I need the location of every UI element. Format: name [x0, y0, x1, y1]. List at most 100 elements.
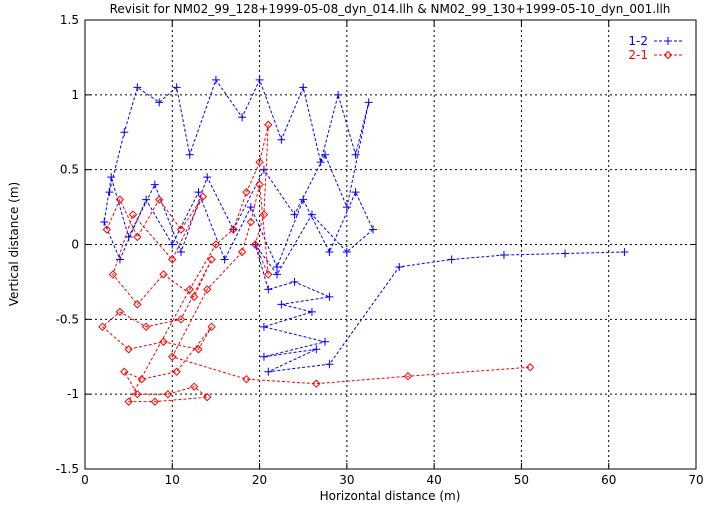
data-point	[120, 128, 129, 137]
data-point	[312, 345, 321, 354]
data-point	[499, 250, 508, 259]
y-tick-label: 1.5	[60, 13, 79, 27]
y-axis-label: Vertical distance (m)	[7, 182, 21, 306]
data-point	[150, 180, 159, 189]
x-tick-label: 30	[339, 473, 354, 487]
legend-label-2-1: 2-1	[628, 48, 648, 62]
data-point	[264, 285, 273, 294]
data-point	[403, 371, 413, 381]
data-point	[168, 255, 177, 264]
x-tick-label: 0	[81, 473, 89, 487]
data-point	[395, 262, 404, 271]
data-point	[115, 195, 125, 204]
data-point	[246, 217, 256, 227]
data-point	[142, 195, 151, 204]
data-point	[207, 255, 216, 264]
data-point	[237, 247, 247, 257]
data-point	[185, 285, 194, 294]
data-point	[159, 337, 168, 346]
data-point	[259, 210, 269, 219]
data-point	[250, 240, 260, 249]
x-tick-label: 60	[601, 473, 616, 487]
data-point	[316, 158, 325, 167]
series-2-1	[98, 120, 535, 406]
y-tick-label: -1.5	[56, 462, 79, 476]
series-line-2-1	[101, 124, 531, 403]
legend-marker	[663, 50, 673, 60]
data-point	[207, 322, 216, 332]
data-point	[124, 397, 133, 406]
data-point	[133, 389, 142, 399]
data-point	[185, 150, 194, 159]
data-point	[115, 307, 125, 317]
data-point	[115, 255, 124, 264]
data-point	[189, 382, 199, 391]
data-point	[220, 255, 229, 264]
data-point	[163, 389, 173, 399]
data-point	[255, 75, 264, 84]
data-point	[321, 337, 330, 346]
data-point	[369, 225, 378, 234]
data-point	[120, 367, 129, 376]
data-point	[273, 270, 282, 279]
x-tick-label: 40	[427, 473, 442, 487]
x-tick-label: 50	[514, 473, 529, 487]
data-point	[229, 225, 238, 234]
data-point	[259, 352, 268, 361]
data-point	[107, 173, 116, 182]
data-point	[325, 247, 334, 256]
data-point	[325, 360, 334, 369]
data-point	[351, 150, 360, 159]
legend: 1-22-1	[628, 34, 682, 62]
data-point	[264, 270, 273, 279]
x-axis-label: Horizontal distance (m)	[320, 489, 461, 503]
data-point	[242, 374, 251, 384]
data-point	[307, 210, 316, 219]
data-point	[211, 240, 221, 249]
data-point	[525, 363, 535, 372]
data-point	[290, 210, 299, 219]
data-point	[155, 98, 164, 107]
data-point	[299, 83, 308, 92]
data-point	[259, 322, 268, 331]
data-point	[98, 322, 107, 332]
y-tick-label: 0	[71, 238, 79, 252]
data-point	[194, 345, 203, 354]
data-point	[108, 270, 118, 279]
data-point	[203, 173, 212, 182]
data-point	[137, 374, 146, 384]
data-point	[264, 367, 273, 376]
axis-ticks: 0 10 20 30 40 50 60 70 -1.5 -1 -0.5 0 0.5 1 1.5	[56, 13, 704, 487]
data-point	[334, 90, 343, 99]
series-layer	[98, 75, 629, 406]
legend-marker	[664, 37, 672, 45]
data-point	[133, 83, 142, 92]
data-point	[124, 345, 133, 354]
data-point	[105, 188, 114, 197]
data-point	[133, 300, 142, 309]
data-point	[176, 225, 186, 234]
data-point	[620, 247, 629, 256]
data-point	[277, 300, 286, 309]
y-tick-label: 0.5	[60, 163, 79, 177]
data-point	[100, 218, 109, 227]
data-point	[255, 180, 264, 189]
data-point	[277, 135, 286, 144]
data-point	[202, 285, 212, 294]
data-point	[242, 187, 251, 197]
data-point	[342, 247, 351, 256]
data-point	[128, 210, 138, 219]
data-point	[364, 98, 373, 107]
data-point	[259, 165, 268, 174]
data-point	[176, 315, 186, 324]
data-point	[168, 240, 177, 249]
data-point	[238, 113, 247, 122]
data-point	[202, 392, 212, 402]
data-point	[290, 277, 299, 286]
data-point	[246, 203, 255, 212]
data-point	[172, 367, 181, 376]
data-point	[172, 83, 181, 92]
data-point	[141, 322, 151, 332]
data-point	[273, 262, 282, 271]
